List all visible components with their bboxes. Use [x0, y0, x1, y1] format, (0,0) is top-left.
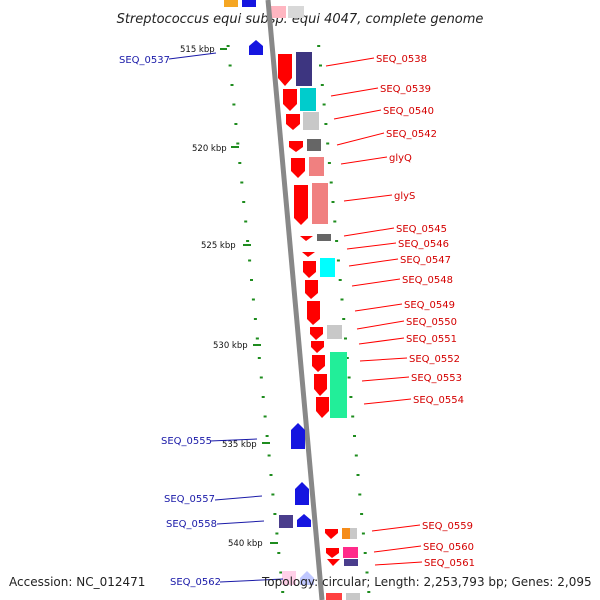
reverse-label-leaders: [325, 57, 423, 566]
gene-arrow-seq-0549: [307, 301, 320, 325]
gene-label-seq-0562: SEQ_0562: [170, 577, 221, 588]
gene-label-seq-0552: SEQ_0552: [409, 354, 460, 365]
kbp-label-535: 535 kbp: [222, 440, 257, 450]
gene-label-seq-0537: SEQ_0537: [119, 55, 170, 66]
gene-label-seq-0546: SEQ_0546: [398, 239, 449, 250]
gene-arrow-seq-0540: [286, 114, 300, 130]
gene-label-seq-0538: SEQ_0538: [376, 54, 427, 65]
gene-arrow-seq-0557: [295, 482, 309, 505]
reverse-gene-labels: SEQ_0538 SEQ_0539 SEQ_0540 SEQ_0542 glyQ…: [376, 54, 475, 569]
forward-gene-features: [249, 40, 314, 585]
forward-label-leaders: [168, 52, 284, 583]
kbp-scale: 515 kbp 520 kbp 525 kbp 530 kbp 535 kbp …: [180, 45, 263, 549]
gene-arrow-seq-0537: [249, 40, 263, 55]
gene-arrow-seq-0546: [302, 252, 315, 257]
gene-arrow-seq-0553: [314, 374, 327, 396]
gene-arrow-glys: [294, 185, 308, 225]
gene-label-seq-0550: SEQ_0550: [406, 317, 457, 328]
kbp-label-520: 520 kbp: [192, 144, 227, 154]
gene-arrow-seq-0561: [327, 559, 340, 566]
kbp-tick-marks: [220, 48, 278, 544]
genome-backbone: [265, 0, 325, 600]
gene-arrow-seq-0550: [310, 327, 323, 340]
gene-label-seq-0554: SEQ_0554: [413, 395, 464, 406]
gene-arrow-seq-0558-b: [297, 514, 311, 527]
gene-label-seq-0553: SEQ_0553: [411, 373, 462, 384]
gene-arrow-seq-0555: [291, 423, 305, 449]
gene-arrow-seq-0559: [325, 529, 338, 539]
forward-gene-labels: SEQ_0537 SEQ_0555 SEQ_0557 SEQ_0558 SEQ_…: [119, 55, 221, 588]
gene-arrow-seq-0545: [300, 236, 313, 241]
gene-label-seq-0542: SEQ_0542: [386, 129, 437, 140]
gene-label-seq-0539: SEQ_0539: [380, 84, 431, 95]
gene-arrow-seq-0542: [289, 141, 303, 152]
gene-label-seq-0547: SEQ_0547: [400, 255, 451, 266]
accession-text: Accession: NC_012471: [9, 575, 145, 589]
gene-label-seq-0548: SEQ_0548: [402, 275, 453, 286]
left-tick-track: [226, 45, 285, 593]
gene-label-seq-0557: SEQ_0557: [164, 494, 215, 505]
gene-arrow-glyq: [291, 158, 305, 178]
kbp-label-540: 540 kbp: [228, 539, 263, 549]
kbp-label-515: 515 kbp: [180, 45, 215, 55]
gene-label-seq-0560: SEQ_0560: [423, 542, 474, 553]
summary-text: Topology: circular; Length: 2,253,793 bp…: [261, 575, 592, 589]
gene-label-seq-0545: SEQ_0545: [396, 224, 447, 235]
kbp-label-525: 525 kbp: [201, 241, 236, 251]
gene-arrow-seq-0548: [305, 280, 318, 299]
gene-block-seq-0558-a: [279, 515, 293, 528]
gene-label-seq-0558: SEQ_0558: [166, 519, 217, 530]
gene-label-seq-0549: SEQ_0549: [404, 300, 455, 311]
gene-label-seq-0555: SEQ_0555: [161, 436, 212, 447]
gene-arrow-seq-0560: [326, 548, 339, 558]
gene-arrow-seq-0538: [278, 54, 292, 86]
gene-label-seq-0540: SEQ_0540: [383, 106, 434, 117]
gene-arrow-seq-0554: [316, 397, 329, 418]
gene-label-glys: glyS: [394, 191, 415, 202]
gene-arrow-seq-0552: [312, 355, 325, 372]
gene-label-seq-0561: SEQ_0561: [424, 558, 475, 569]
gene-arrow-seq-0562: [300, 571, 314, 585]
right-tick-track: [317, 45, 371, 593]
gene-arrow-seq-0551: [311, 341, 324, 353]
gene-label-seq-0551: SEQ_0551: [406, 334, 457, 345]
gene-arrow-seq-0539: [283, 89, 297, 111]
kbp-label-530: 530 kbp: [213, 341, 248, 351]
reverse-gene-features: [278, 52, 360, 600]
top-partial-features: [224, 0, 304, 18]
gene-arrow-seq-0547: [303, 261, 316, 278]
gene-label-glyq: glyQ: [389, 153, 412, 164]
gene-label-seq-0559: SEQ_0559: [422, 521, 473, 532]
map-title: Streptococcus equi subsp. equi 4047, com…: [117, 12, 484, 27]
